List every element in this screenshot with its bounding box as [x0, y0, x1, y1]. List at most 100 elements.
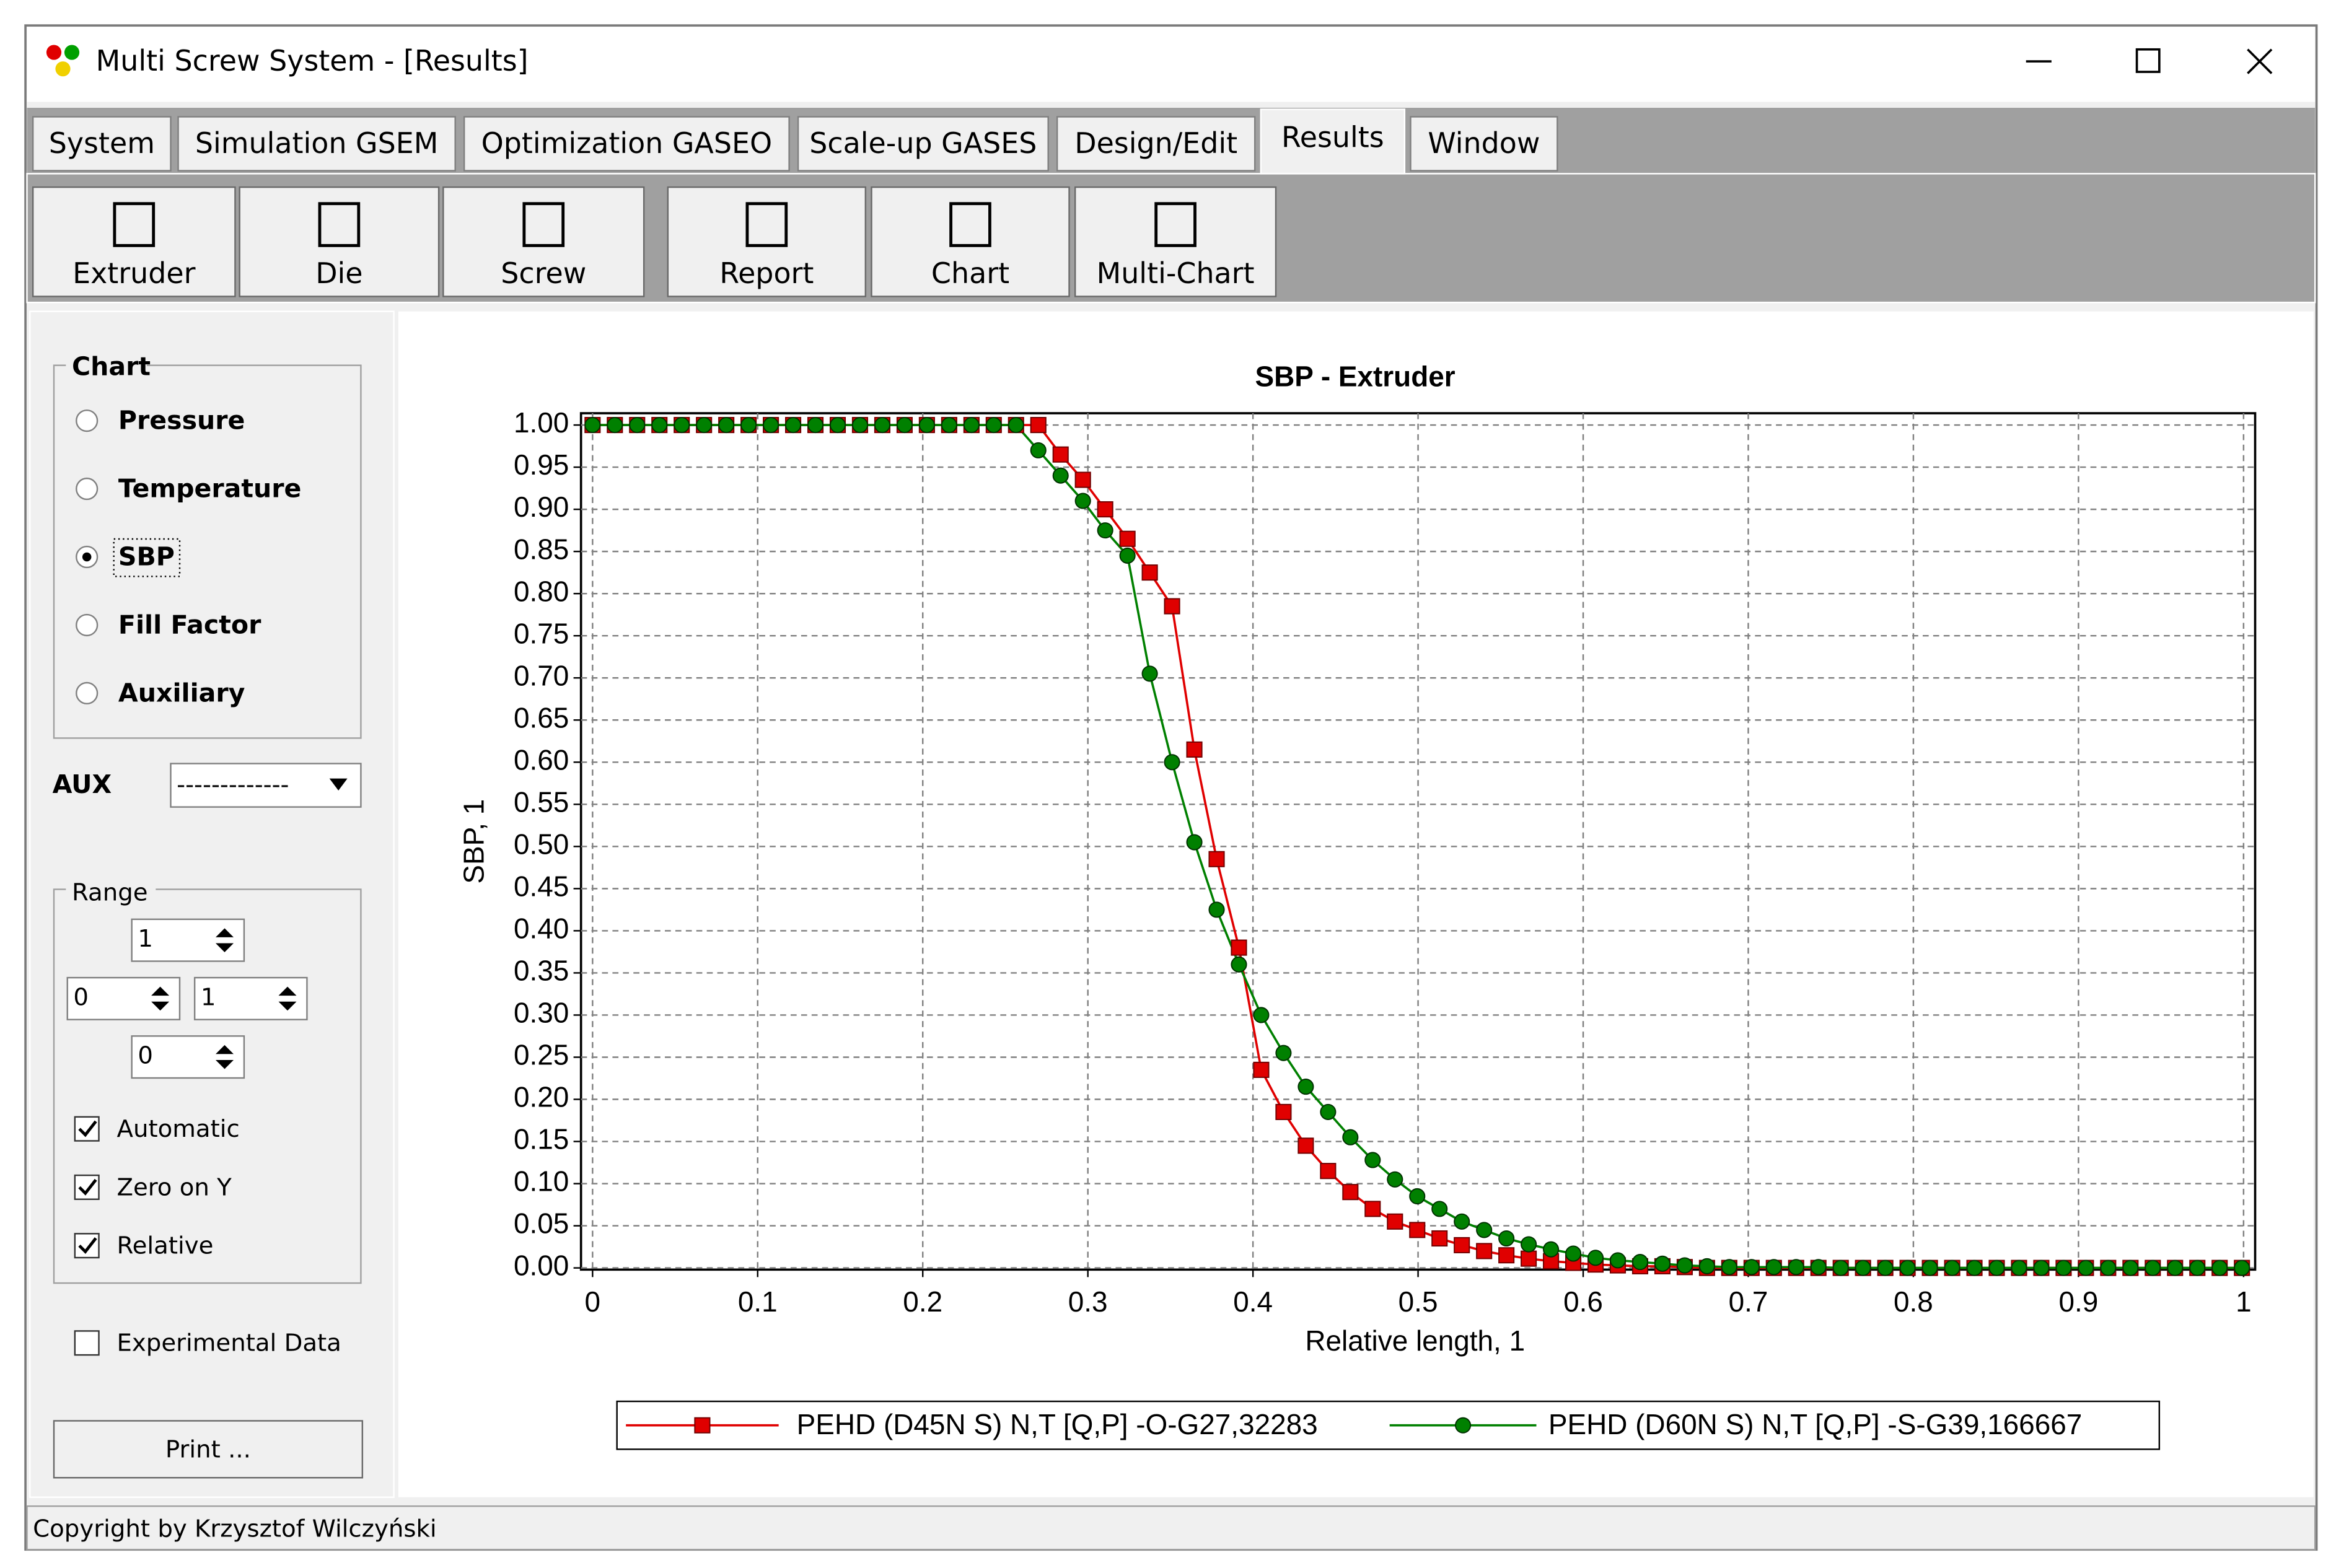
- y-tick-label: 0.15: [514, 1123, 569, 1155]
- marker: [1186, 741, 1203, 758]
- marker: [1253, 1061, 1270, 1078]
- marker: [1743, 1259, 1760, 1276]
- legend-box: [616, 1400, 2161, 1450]
- marker: [584, 417, 601, 434]
- check-mark: [78, 1178, 97, 1196]
- toolbar-button[interactable]: [32, 186, 236, 297]
- marker: [1119, 547, 1136, 564]
- aux-label: AUX: [53, 769, 112, 799]
- marker: [1320, 1163, 1337, 1180]
- marker: [1387, 1213, 1403, 1230]
- tab-label: Design/Edit: [1074, 126, 1237, 160]
- check-mark: [78, 1237, 97, 1254]
- checkbox[interactable]: [74, 1116, 100, 1142]
- marker: [2078, 1259, 2094, 1276]
- marker: [2122, 1259, 2139, 1276]
- marker: [1164, 754, 1180, 771]
- spinner[interactable]: [131, 1035, 245, 1079]
- toolbar-button[interactable]: [442, 186, 645, 297]
- print-button[interactable]: [53, 1420, 364, 1479]
- checkbox[interactable]: [74, 1330, 100, 1356]
- toolbar-label: Multi-Chart: [1097, 256, 1255, 290]
- tab[interactable]: [797, 116, 1049, 172]
- checkbox-label: Automatic: [117, 1115, 240, 1143]
- toolbar-label: Extruder: [72, 256, 196, 290]
- radio-label: Auxiliary: [118, 678, 245, 707]
- spinner-value: 0: [138, 1042, 153, 1070]
- x-tick-label: 0.7: [1729, 1285, 1768, 1318]
- marker: [2100, 1259, 2117, 1276]
- toolbar-button[interactable]: [239, 186, 440, 297]
- group-caption-bg: [66, 353, 147, 378]
- radio-dot: [82, 552, 92, 562]
- marker: [674, 417, 690, 434]
- toolbar-button[interactable]: [667, 186, 867, 297]
- marker: [1498, 1230, 1515, 1247]
- marker: [1253, 1007, 1270, 1023]
- legend-marker: [694, 1417, 711, 1434]
- tab[interactable]: [177, 116, 456, 172]
- checkbox-label: Experimental Data: [117, 1329, 341, 1357]
- marker: [1409, 1222, 1426, 1238]
- marker: [763, 417, 779, 434]
- marker: [2167, 1259, 2184, 1276]
- tab[interactable]: [1260, 108, 1406, 175]
- tab[interactable]: [32, 116, 172, 172]
- combo-box[interactable]: [170, 763, 362, 808]
- checkbox-label: Zero on Y: [117, 1173, 232, 1201]
- toolbar-button[interactable]: [871, 186, 1070, 297]
- marker: [851, 417, 869, 434]
- radio-button[interactable]: [76, 409, 99, 432]
- spinner[interactable]: [131, 918, 245, 962]
- marker: [963, 417, 980, 434]
- checkbox[interactable]: [74, 1233, 100, 1259]
- y-axis-label: SBP, 1: [458, 799, 490, 884]
- y-tick-label: 0.25: [514, 1039, 569, 1071]
- toolbar-icon: [522, 202, 565, 247]
- marker: [1565, 1245, 1582, 1262]
- close-button[interactable]: [2247, 48, 2273, 74]
- tab[interactable]: [1056, 116, 1256, 172]
- marker: [1631, 1254, 1649, 1271]
- radio-label: Fill Factor: [118, 610, 261, 639]
- y-tick-label: 0.70: [514, 659, 569, 691]
- x-tick-label: 0: [585, 1285, 601, 1318]
- tab-label: Optimization GASEO: [481, 126, 773, 160]
- marker: [740, 417, 757, 434]
- marker: [1208, 851, 1225, 867]
- checkbox[interactable]: [74, 1174, 100, 1200]
- marker: [1342, 1184, 1359, 1201]
- app-icon: [46, 45, 80, 77]
- spinner[interactable]: [66, 976, 181, 1020]
- radio-button[interactable]: [76, 477, 99, 501]
- check-mark: [78, 1120, 97, 1137]
- y-tick-label: 0.55: [514, 786, 569, 818]
- toolbar-label: Screw: [501, 256, 586, 290]
- tab-label: Simulation GSEM: [195, 126, 438, 160]
- spinner[interactable]: [193, 976, 308, 1020]
- marker: [1988, 1259, 2005, 1276]
- marker: [896, 417, 913, 434]
- tab[interactable]: [463, 116, 790, 172]
- combo-arrow: [329, 778, 348, 791]
- radio-button[interactable]: [76, 681, 99, 705]
- tab[interactable]: [1410, 116, 1558, 172]
- y-tick-label: 0.60: [514, 743, 569, 776]
- marker: [1454, 1237, 1470, 1253]
- marker: [829, 417, 846, 434]
- maximize-button[interactable]: [2135, 48, 2161, 73]
- marker: [2145, 1259, 2161, 1276]
- y-tick-label: 0.75: [514, 617, 569, 649]
- y-tick-label: 0.05: [514, 1207, 569, 1240]
- x-tick-label: 1: [2236, 1285, 2252, 1318]
- marker: [1899, 1259, 1916, 1276]
- marker: [1654, 1255, 1671, 1272]
- marker: [1498, 1247, 1515, 1264]
- radio-button[interactable]: [76, 613, 99, 637]
- spinner-value: 1: [138, 925, 153, 953]
- marker: [1097, 522, 1113, 539]
- marker: [2055, 1259, 2072, 1276]
- spinner-arrows: [216, 928, 234, 953]
- marker: [1164, 598, 1180, 615]
- toolbar-button[interactable]: [1074, 186, 1277, 297]
